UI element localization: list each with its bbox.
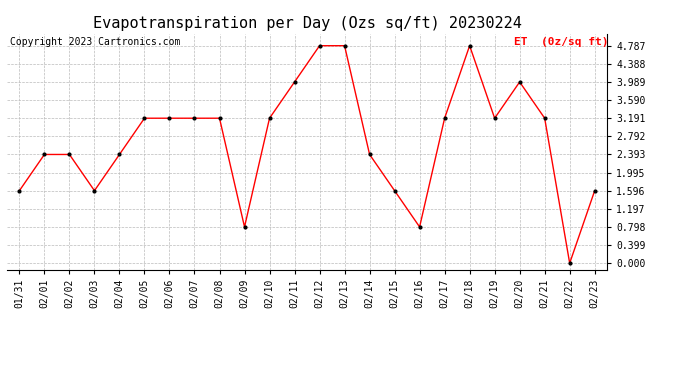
Title: Evapotranspiration per Day (Ozs sq/ft) 20230224: Evapotranspiration per Day (Ozs sq/ft) 2…	[92, 16, 522, 31]
Text: Copyright 2023 Cartronics.com: Copyright 2023 Cartronics.com	[10, 37, 180, 47]
Text: ET  (0z/sq ft): ET (0z/sq ft)	[514, 37, 609, 47]
